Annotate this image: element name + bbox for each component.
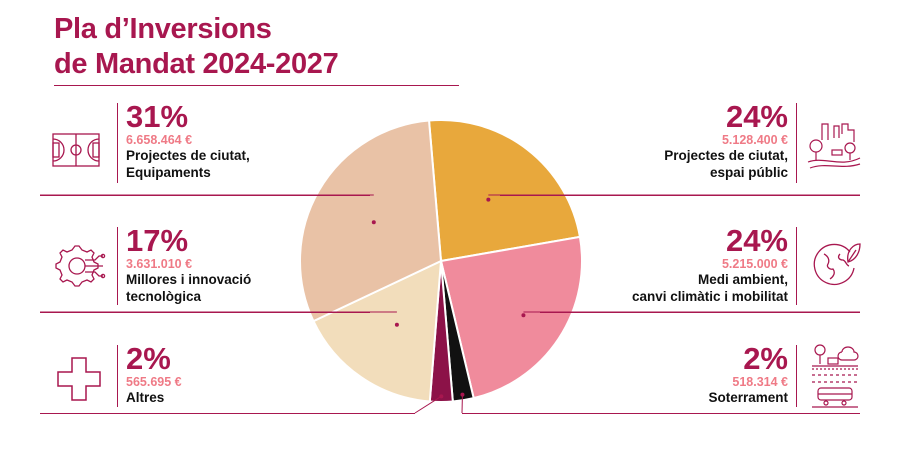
- rule-right-2: [540, 312, 860, 313]
- leader-dot-0: [486, 197, 491, 202]
- city-park-icon: [807, 123, 861, 169]
- amount-ciutat-equipaments: 6.658.464 €: [126, 133, 193, 147]
- label-ciutat-equipaments-1: Projectes de ciutat,: [126, 148, 250, 163]
- label-millores-1: Millores i innovació: [126, 272, 252, 287]
- rule-left-3: [40, 413, 415, 414]
- label-soterrament: Soterrament: [708, 390, 788, 405]
- block-altres: 2% 565.695 € Altres: [126, 342, 182, 406]
- gear-circuit-icon: [55, 245, 106, 287]
- plus-icon: [57, 357, 101, 401]
- label-medi-ambient-2: canvi climàtic i mobilitat: [631, 289, 788, 304]
- label-espai-public-2: espai públic: [709, 165, 788, 180]
- block-ciutat-equipaments: 31% 6.658.464 € Projectes de ciutat, Equ…: [126, 100, 250, 181]
- pie-slices: [299, 119, 583, 403]
- label-espai-public-1: Projectes de ciutat,: [664, 148, 788, 163]
- percent-medi-ambient: 24%: [725, 223, 788, 258]
- accent-bar-right-1: [796, 103, 797, 183]
- percent-millores: 17%: [126, 223, 189, 258]
- amount-soterrament: 518.314 €: [732, 375, 788, 389]
- title-underline: [54, 85, 459, 86]
- pie-slice-1: [439, 235, 583, 400]
- leader-dot-1: [521, 313, 526, 318]
- percent-ciutat-equipaments: 31%: [126, 99, 189, 134]
- train-tunnel-icon: [812, 344, 859, 408]
- accent-bar-left-1: [117, 103, 118, 183]
- label-millores-2: tecnològica: [126, 289, 202, 304]
- rule-left-2: [40, 312, 370, 313]
- percent-soterrament: 2%: [743, 341, 788, 376]
- amount-medi-ambient: 5.215.000 €: [721, 257, 788, 271]
- earth-leaf-icon: [813, 243, 861, 286]
- pie-slice-0: [427, 119, 582, 263]
- rule-right-3: [462, 413, 860, 414]
- percent-altres: 2%: [126, 341, 171, 376]
- amount-millores: 3.631.010 €: [126, 257, 193, 271]
- block-medi-ambient: 24% 5.215.000 € Medi ambient, canvi clim…: [632, 224, 788, 305]
- accent-bar-left-2: [117, 227, 118, 305]
- amount-altres: 565.695 €: [126, 375, 182, 389]
- title-line-1: Pla d’Inversions: [54, 13, 272, 45]
- block-soterrament: 2% 518.314 € Soterrament: [708, 342, 788, 406]
- rule-right-1: [500, 195, 860, 196]
- accent-bar-left-3: [117, 345, 118, 407]
- accent-bar-right-3: [796, 345, 797, 407]
- leader-line-3: [414, 395, 442, 414]
- amount-espai-public: 5.128.400 €: [721, 133, 788, 147]
- accent-bar-right-2: [796, 227, 797, 305]
- block-espai-public: 24% 5.128.400 € Projectes de ciutat, esp…: [664, 100, 788, 181]
- rule-left-1: [40, 195, 370, 196]
- percent-espai-public: 24%: [725, 99, 788, 134]
- sports-court-icon: [52, 133, 100, 167]
- label-altres: Altres: [126, 390, 165, 405]
- pie-slice-5: [299, 119, 443, 323]
- label-ciutat-equipaments-2: Equipaments: [126, 165, 211, 180]
- title-line-2: de Mandat 2024-2027: [54, 48, 339, 80]
- block-millores: 17% 3.631.010 € Millores i innovació tec…: [126, 224, 251, 305]
- label-medi-ambient-1: Medi ambient,: [697, 272, 788, 287]
- pie-slice-4: [312, 259, 443, 403]
- leader-dot-5: [371, 220, 376, 225]
- leader-dot-4: [394, 322, 399, 327]
- page-title: Pla d’Inversions de Mandat 2024-2027: [54, 12, 339, 82]
